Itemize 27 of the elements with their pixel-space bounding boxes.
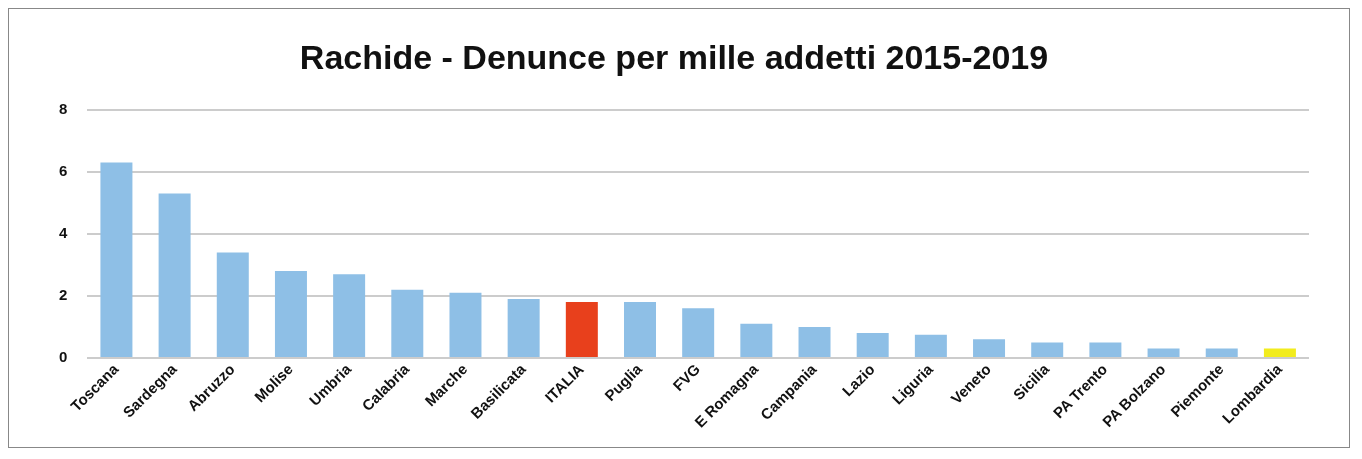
bar — [158, 193, 191, 357]
bar — [391, 289, 424, 357]
y-tick-label: 0 — [59, 348, 68, 366]
bar — [565, 302, 598, 357]
bar — [449, 292, 482, 357]
bar — [798, 326, 831, 357]
bar — [856, 333, 889, 357]
y-tick-label: 6 — [59, 161, 68, 179]
bar — [1031, 342, 1064, 357]
bar — [1205, 348, 1238, 357]
y-tick-label: 8 — [59, 99, 68, 117]
y-tick-label: 2 — [59, 286, 68, 304]
bar — [973, 339, 1006, 357]
y-tick-label: 4 — [59, 224, 68, 241]
bar — [1147, 348, 1180, 357]
bar — [682, 308, 715, 357]
bar — [333, 274, 366, 357]
bar — [216, 252, 249, 357]
bar — [274, 271, 307, 357]
bar — [740, 323, 773, 357]
chart-title: Rachide - Denunce per mille addetti 2015-2019 — [299, 37, 1049, 76]
bar — [507, 299, 540, 357]
bar — [1263, 348, 1296, 357]
bar — [100, 162, 133, 357]
bar — [1089, 342, 1122, 357]
bar — [914, 334, 947, 357]
bar — [624, 302, 656, 357]
